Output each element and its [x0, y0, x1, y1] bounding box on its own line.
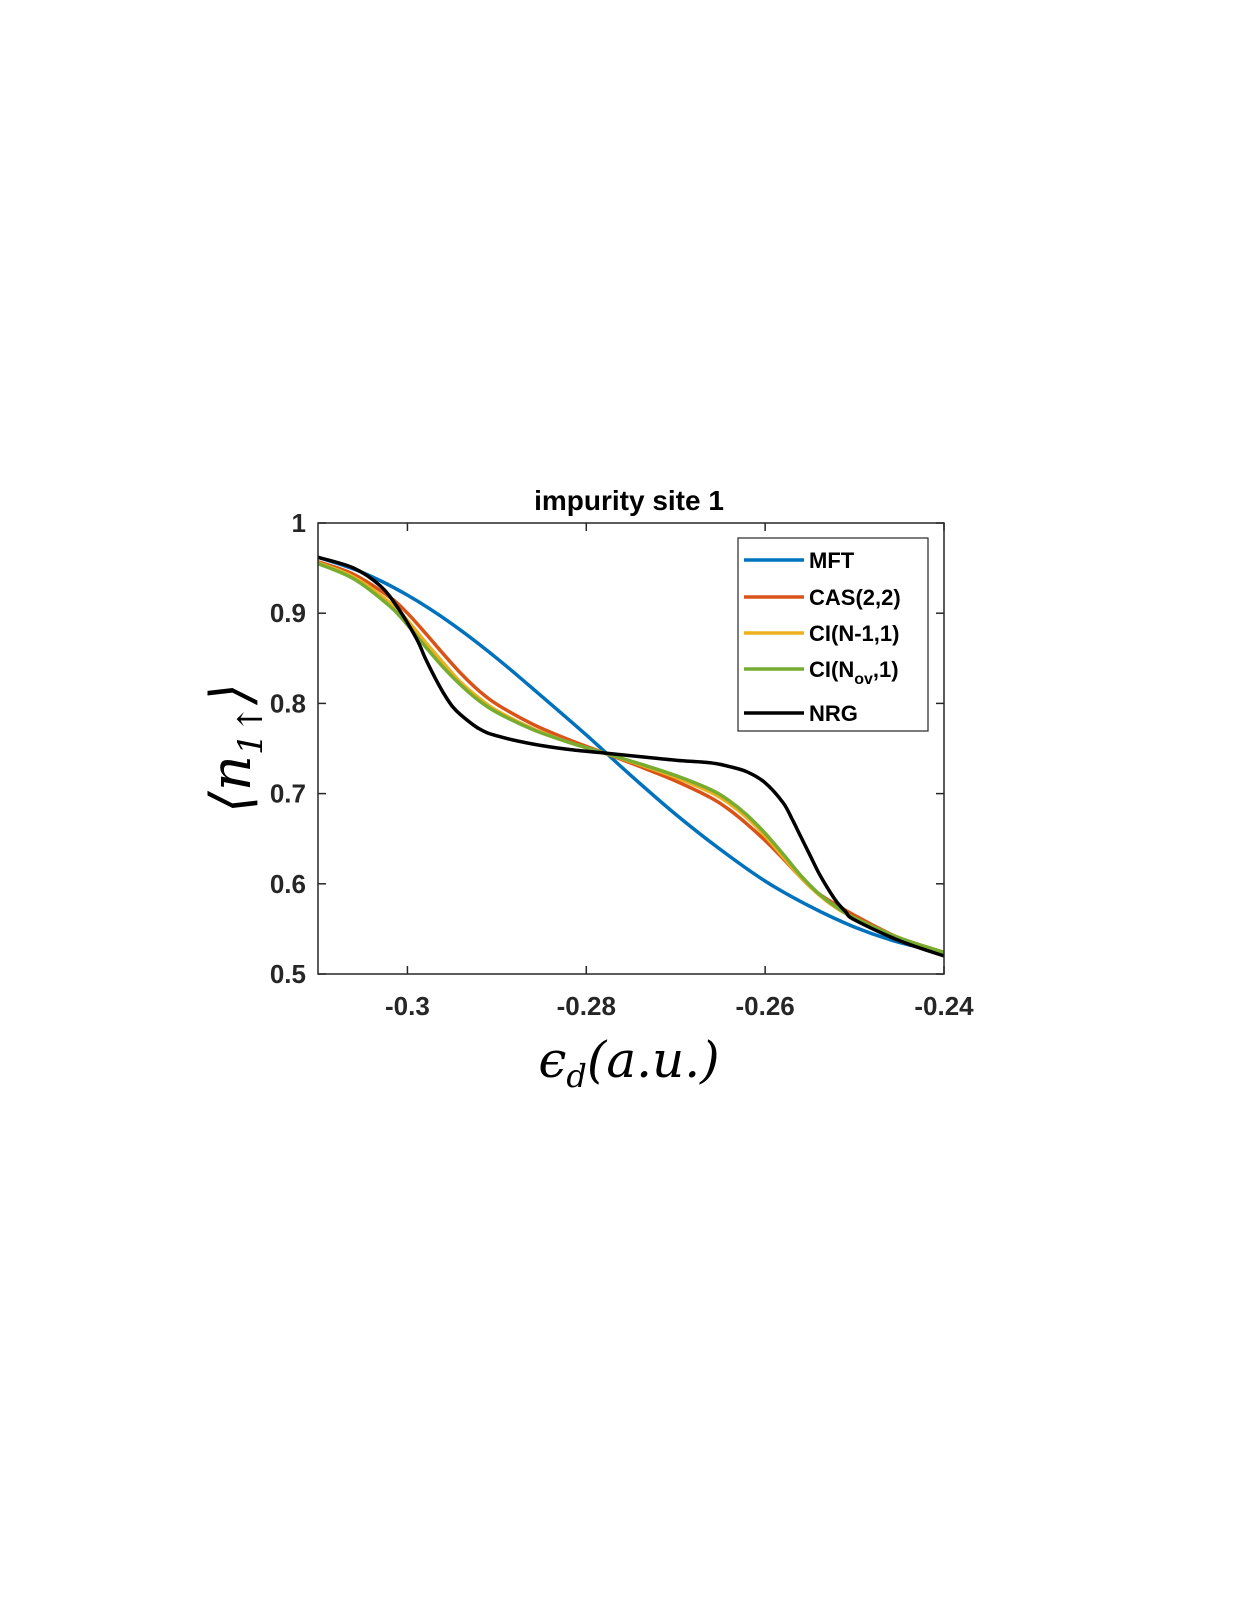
series-line-0 [317, 555, 945, 955]
legend-label-2: CI(N-1,1) [809, 621, 899, 646]
x-tick-label: -0.26 [736, 991, 795, 1021]
x-axis-subscript: d [566, 1057, 586, 1095]
y-tick-label: 0.9 [270, 598, 306, 628]
y-tick-label: 0.6 [270, 869, 306, 899]
legend-label-3: CI(Nov,1) [809, 657, 899, 688]
y-tick-label: 0.5 [270, 959, 306, 989]
y-axis-open-bracket: ⟨ [199, 790, 264, 813]
axis-ticks: -0.3 -0.28 -0.26 -0.24 0.5 0.6 0.7 0.8 0.9 1 [270, 508, 974, 1021]
y-axis-symbol: n [199, 755, 264, 791]
x-tick-label: -0.24 [914, 991, 974, 1021]
plot-area-box [317, 522, 945, 975]
chart-title: impurity site 1 [534, 485, 724, 516]
y-tick-label: 0.8 [270, 688, 306, 718]
series-line-4 [317, 555, 945, 958]
y-tick-label: 0.7 [270, 779, 306, 809]
x-tick-label: -0.28 [557, 991, 616, 1021]
x-axis-symbol: ϵ [538, 1031, 566, 1089]
legend-label-1: CAS(2,2) [809, 585, 901, 610]
x-axis-units: (a.u.) [587, 1031, 720, 1089]
y-tick-label: 1 [292, 508, 306, 538]
series-layer [317, 555, 945, 958]
y-axis-subscript: 1↑ [231, 705, 271, 755]
x-axis-label: ϵd(a.u.) [538, 1031, 719, 1095]
series-line-3 [317, 561, 945, 955]
legend-label-0: MFT [809, 548, 855, 573]
y-axis-label: ⟨n1↑⟩ [199, 683, 271, 813]
legend-label-4: NRG [809, 701, 858, 726]
y-axis-close-bracket: ⟩ [199, 683, 264, 706]
legend: MFT CAS(2,2) CI(N-1,1) CI(Nov,1) NRG [737, 537, 929, 732]
x-tick-label: -0.3 [385, 991, 430, 1021]
